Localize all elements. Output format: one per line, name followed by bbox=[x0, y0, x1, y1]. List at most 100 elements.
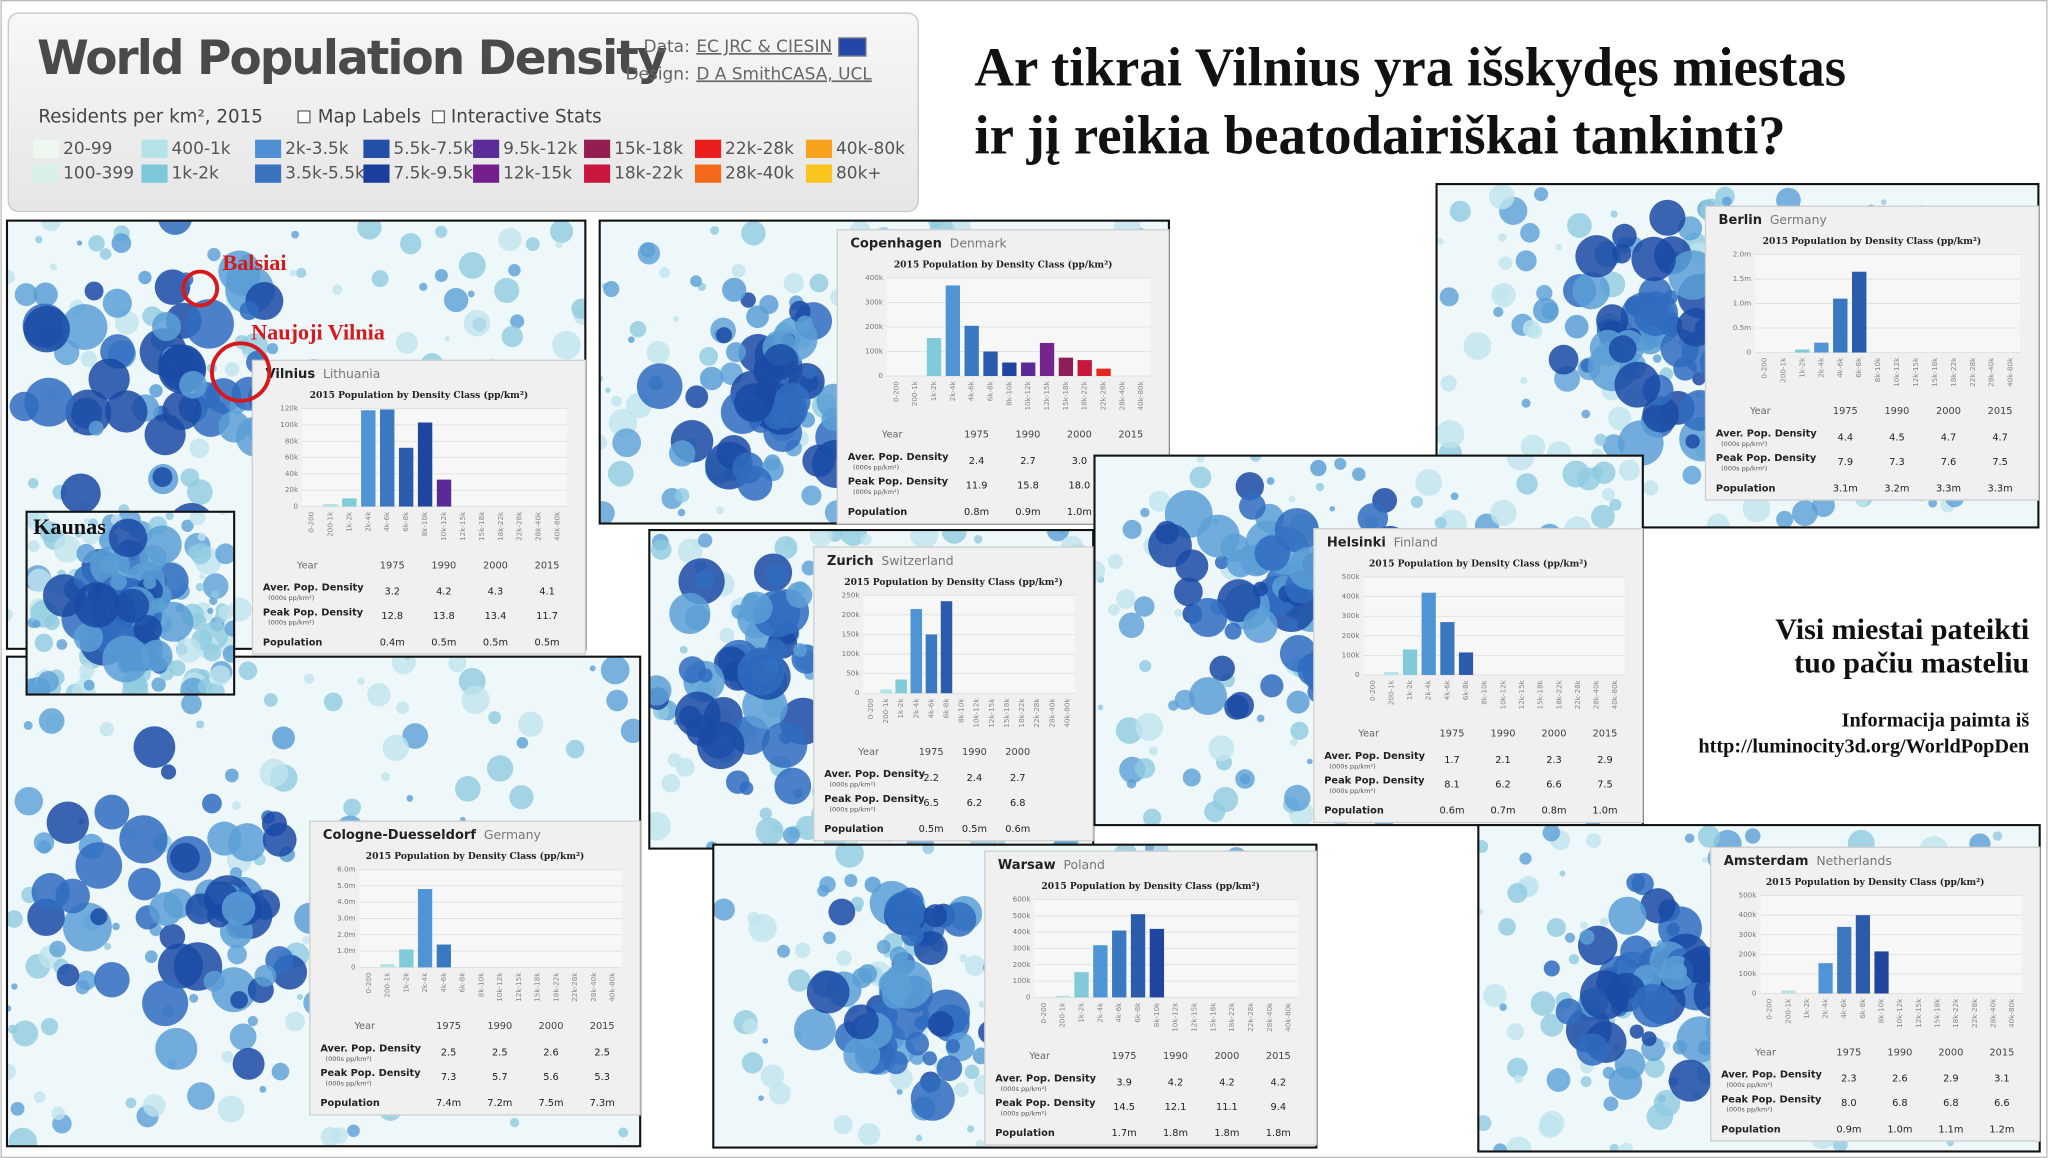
data-label: Data: bbox=[644, 37, 690, 57]
map-urban bbox=[94, 794, 130, 830]
map-speck bbox=[1594, 433, 1607, 446]
map-urban bbox=[1235, 472, 1265, 501]
map-urban bbox=[1572, 272, 1610, 310]
map-speck bbox=[1256, 714, 1265, 723]
map-urban bbox=[1620, 935, 1653, 968]
x-tick-label: 0-200 bbox=[1760, 357, 1769, 378]
peak-cell: 7.6 bbox=[1941, 457, 1957, 468]
x-tick-label: 200-1k bbox=[383, 972, 392, 998]
map-speck bbox=[402, 723, 429, 749]
designer: D A Smith bbox=[696, 64, 781, 84]
legend-swatch bbox=[255, 139, 282, 158]
map-urban bbox=[153, 601, 194, 642]
year-cell: 1990 bbox=[1884, 406, 1909, 417]
x-tick-label: 2k-4k bbox=[911, 698, 920, 719]
map-speck bbox=[1463, 332, 1492, 360]
map-speck bbox=[498, 228, 522, 252]
map-urban bbox=[111, 233, 132, 254]
x-tick-label: 200-1k bbox=[1386, 679, 1395, 705]
map-speck bbox=[964, 955, 986, 977]
map-speck bbox=[1478, 908, 1484, 915]
map-speck bbox=[189, 438, 210, 459]
y-tick-label: 40k bbox=[285, 469, 299, 478]
peak-cell: 7.3 bbox=[441, 1072, 457, 1083]
map-urban bbox=[898, 887, 924, 913]
map-urban bbox=[1548, 344, 1579, 375]
map-speck bbox=[1776, 510, 1794, 528]
x-tick-label: 4k-6k bbox=[1835, 357, 1844, 378]
x-tick-label: 0-200 bbox=[1765, 998, 1774, 1019]
map-speck bbox=[27, 540, 40, 553]
map-speck bbox=[181, 693, 202, 715]
legend-label: 15k-18k bbox=[614, 139, 683, 159]
map-speck bbox=[1490, 499, 1517, 526]
map-urban bbox=[864, 876, 881, 893]
table-header: Year bbox=[857, 747, 880, 758]
bar bbox=[323, 504, 338, 507]
x-tick-label: 200-1k bbox=[325, 511, 334, 537]
map-speck bbox=[777, 944, 791, 958]
map-speck bbox=[6, 1063, 16, 1081]
x-tick-label: 8k-10k bbox=[1873, 357, 1882, 382]
stats-toggle: Interactive Stats bbox=[451, 106, 602, 127]
map-speck bbox=[627, 336, 635, 343]
avg-cell: 4.5 bbox=[1889, 432, 1905, 443]
map-speck bbox=[1618, 459, 1640, 481]
x-tick-label: 4k-6k bbox=[967, 380, 976, 401]
map-speck bbox=[196, 720, 205, 729]
map-speck bbox=[218, 604, 234, 621]
map-urban bbox=[765, 564, 787, 587]
x-tick-label: 0-200 bbox=[1368, 680, 1377, 701]
x-tick-label: 8k-10k bbox=[1480, 679, 1489, 704]
bar bbox=[1421, 592, 1436, 675]
map-urban bbox=[151, 597, 166, 612]
map-speck bbox=[1410, 495, 1423, 509]
row-unit: (000s pp/km²) bbox=[1329, 787, 1375, 795]
map-speck bbox=[1478, 839, 1489, 853]
map-speck bbox=[51, 1106, 66, 1121]
population-cell: 1.0m bbox=[1887, 1124, 1912, 1135]
x-tick-label: 10k-12k bbox=[1023, 380, 1032, 410]
population-cell: 1.8m bbox=[1214, 1128, 1239, 1139]
x-tick-label: 40k-80k bbox=[1136, 380, 1145, 410]
map-speck bbox=[271, 1062, 290, 1081]
x-tick-label: 4k-6k bbox=[926, 698, 935, 719]
map-urban bbox=[1224, 622, 1242, 640]
map-labels-toggle: Map Labels bbox=[318, 106, 421, 127]
map-speck bbox=[801, 560, 817, 576]
x-tick-label: 8k-10k bbox=[420, 511, 429, 536]
map-speck bbox=[1139, 660, 1152, 673]
map-speck bbox=[209, 665, 231, 686]
map-speck bbox=[1542, 825, 1561, 842]
y-tick-label: 120k bbox=[280, 404, 299, 413]
year-cell: 1975 bbox=[1112, 1051, 1137, 1062]
row-unit: (000s pp/km²) bbox=[1721, 465, 1767, 473]
x-tick-label: 2k-4k bbox=[420, 972, 429, 993]
population-cell: 0.6m bbox=[1439, 806, 1464, 817]
legend-label: 400-1k bbox=[171, 139, 230, 159]
x-tick-label: 1k-2k bbox=[1802, 998, 1811, 1019]
header-box bbox=[7, 12, 919, 213]
map-speck bbox=[755, 817, 784, 846]
row-label: Aver. Pop. Density bbox=[1324, 751, 1425, 762]
year-cell: 1975 bbox=[1836, 1047, 1861, 1058]
map-speck bbox=[1722, 196, 1732, 207]
population-cell: 1.7m bbox=[1112, 1128, 1137, 1139]
x-tick-label: 18k-22k bbox=[1951, 998, 1960, 1028]
map-speck bbox=[1521, 398, 1531, 408]
row-unit: (000s pp/km²) bbox=[1001, 1110, 1047, 1118]
row-unit: (000s pp/km²) bbox=[268, 619, 314, 627]
map-urban bbox=[740, 591, 773, 624]
map-urban bbox=[142, 980, 189, 1027]
map-urban bbox=[928, 1011, 954, 1037]
year-cell: 2000 bbox=[1542, 729, 1567, 740]
x-tick-label: 0-200 bbox=[891, 381, 900, 402]
data-source: EC JRC & CIESIN bbox=[696, 37, 832, 57]
map-speck bbox=[211, 590, 220, 599]
map-speck bbox=[612, 428, 642, 458]
map-speck bbox=[76, 240, 83, 246]
x-tick-label: 12k-15k bbox=[514, 972, 523, 1002]
map-urban bbox=[1692, 371, 1706, 386]
map-urban bbox=[1174, 577, 1203, 607]
map-speck bbox=[197, 678, 213, 694]
